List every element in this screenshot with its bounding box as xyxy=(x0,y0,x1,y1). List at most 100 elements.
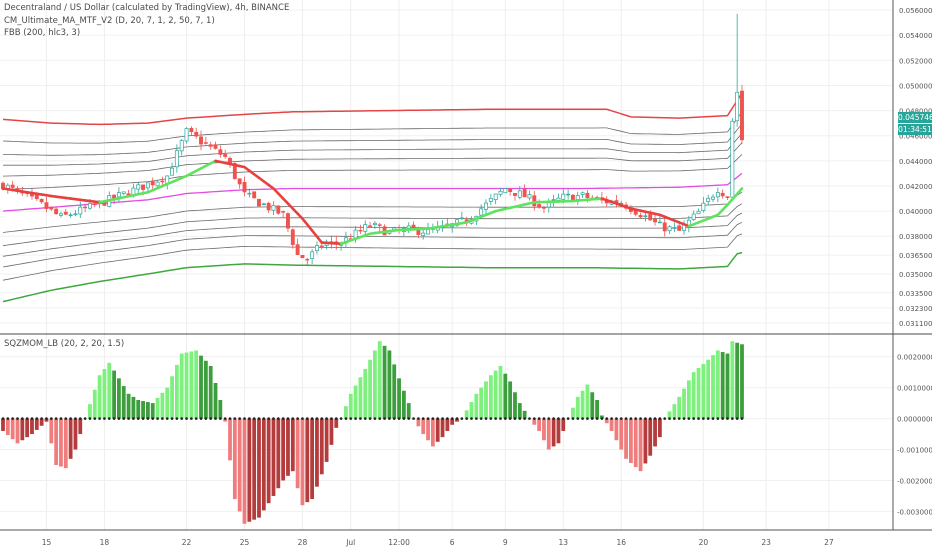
candle[interactable] xyxy=(513,193,516,195)
momentum-bar[interactable] xyxy=(426,419,430,441)
candle[interactable] xyxy=(93,204,96,205)
candle[interactable] xyxy=(253,192,256,198)
momentum-bar[interactable] xyxy=(296,419,300,489)
candle[interactable] xyxy=(146,183,149,188)
candle[interactable] xyxy=(528,195,531,198)
momentum-bar[interactable] xyxy=(88,404,92,418)
candle[interactable] xyxy=(649,214,652,220)
momentum-bar[interactable] xyxy=(320,419,324,475)
candle[interactable] xyxy=(248,193,251,194)
candle[interactable] xyxy=(721,193,724,196)
momentum-bar[interactable] xyxy=(59,419,63,467)
momentum-bar[interactable] xyxy=(610,419,614,431)
candle[interactable] xyxy=(282,211,285,212)
momentum-bar[interactable] xyxy=(581,391,585,419)
momentum-bar[interactable] xyxy=(301,419,305,506)
candle[interactable] xyxy=(504,189,507,193)
momentum-bar[interactable] xyxy=(499,366,503,419)
candle[interactable] xyxy=(484,203,487,209)
momentum-bar[interactable] xyxy=(378,341,382,418)
momentum-bar[interactable] xyxy=(315,419,319,487)
momentum-bar[interactable] xyxy=(49,419,53,444)
candle[interactable] xyxy=(653,219,656,222)
candle[interactable] xyxy=(180,141,183,151)
candle[interactable] xyxy=(364,225,367,232)
momentum-bar[interactable] xyxy=(107,363,111,419)
candle[interactable] xyxy=(354,230,357,238)
momentum-bar[interactable] xyxy=(586,385,590,419)
momentum-bar[interactable] xyxy=(252,419,256,520)
momentum-bar[interactable] xyxy=(35,419,39,430)
momentum-bar[interactable] xyxy=(503,374,507,419)
indicator-legend-sqzmom[interactable]: SQZMOM_LB (20, 2, 20, 1.5) xyxy=(4,339,124,349)
momentum-bar[interactable] xyxy=(648,419,652,456)
momentum-bar[interactable] xyxy=(349,394,353,419)
candle[interactable] xyxy=(707,198,710,201)
momentum-bar[interactable] xyxy=(310,419,314,499)
candle[interactable] xyxy=(716,192,719,196)
momentum-bar[interactable] xyxy=(508,381,512,418)
candle[interactable] xyxy=(736,92,739,120)
momentum-bar[interactable] xyxy=(421,419,425,434)
momentum-bar[interactable] xyxy=(552,419,556,447)
candle[interactable] xyxy=(562,194,565,199)
candle[interactable] xyxy=(151,181,154,185)
momentum-bar[interactable] xyxy=(330,419,334,445)
momentum-bar[interactable] xyxy=(78,419,82,434)
candle[interactable] xyxy=(658,222,661,223)
momentum-bar[interactable] xyxy=(132,397,136,419)
momentum-bar[interactable] xyxy=(54,419,58,465)
momentum-bar[interactable] xyxy=(479,388,483,419)
momentum-bar[interactable] xyxy=(204,361,208,419)
momentum-bar[interactable] xyxy=(547,419,551,450)
momentum-bar[interactable] xyxy=(441,419,445,438)
candle[interactable] xyxy=(678,226,681,231)
momentum-bar[interactable] xyxy=(194,350,198,418)
candle[interactable] xyxy=(84,207,87,208)
momentum-bar[interactable] xyxy=(373,350,377,418)
momentum-bar[interactable] xyxy=(474,394,478,419)
candle[interactable] xyxy=(315,246,318,251)
candle[interactable] xyxy=(518,191,521,197)
candle[interactable] xyxy=(45,203,48,209)
candle[interactable] xyxy=(542,207,545,208)
momentum-bar[interactable] xyxy=(228,419,232,461)
candle[interactable] xyxy=(122,192,125,194)
candle[interactable] xyxy=(412,225,415,228)
momentum-bar[interactable] xyxy=(98,375,102,418)
momentum-bar[interactable] xyxy=(117,378,121,418)
momentum-bar[interactable] xyxy=(643,419,647,464)
candle[interactable] xyxy=(301,255,304,257)
momentum-bar[interactable] xyxy=(209,366,213,419)
candle[interactable] xyxy=(199,137,202,144)
candle[interactable] xyxy=(494,194,497,200)
candle[interactable] xyxy=(320,246,323,247)
momentum-bar[interactable] xyxy=(561,419,565,431)
candle[interactable] xyxy=(557,198,560,200)
momentum-bar[interactable] xyxy=(677,397,681,419)
momentum-bar[interactable] xyxy=(571,408,575,419)
candle[interactable] xyxy=(190,128,193,131)
momentum-bar[interactable] xyxy=(286,419,290,476)
candle[interactable] xyxy=(359,230,362,231)
candle[interactable] xyxy=(639,215,642,217)
momentum-bar[interactable] xyxy=(407,403,411,418)
candle[interactable] xyxy=(262,204,265,205)
momentum-bar[interactable] xyxy=(233,419,237,499)
momentum-bar[interactable] xyxy=(170,376,174,418)
candle[interactable] xyxy=(509,189,512,192)
candle[interactable] xyxy=(306,259,309,260)
momentum-bar[interactable] xyxy=(518,403,522,418)
candle[interactable] xyxy=(137,185,140,189)
candle[interactable] xyxy=(373,223,376,224)
candle[interactable] xyxy=(697,211,700,214)
momentum-bar[interactable] xyxy=(363,369,367,419)
momentum-bar[interactable] xyxy=(711,355,715,418)
candle[interactable] xyxy=(576,196,579,200)
candle[interactable] xyxy=(88,203,91,208)
momentum-bar[interactable] xyxy=(189,352,193,419)
momentum-bar[interactable] xyxy=(11,419,15,440)
candle[interactable] xyxy=(117,193,120,197)
momentum-bar[interactable] xyxy=(595,400,599,419)
momentum-bar[interactable] xyxy=(122,386,126,419)
